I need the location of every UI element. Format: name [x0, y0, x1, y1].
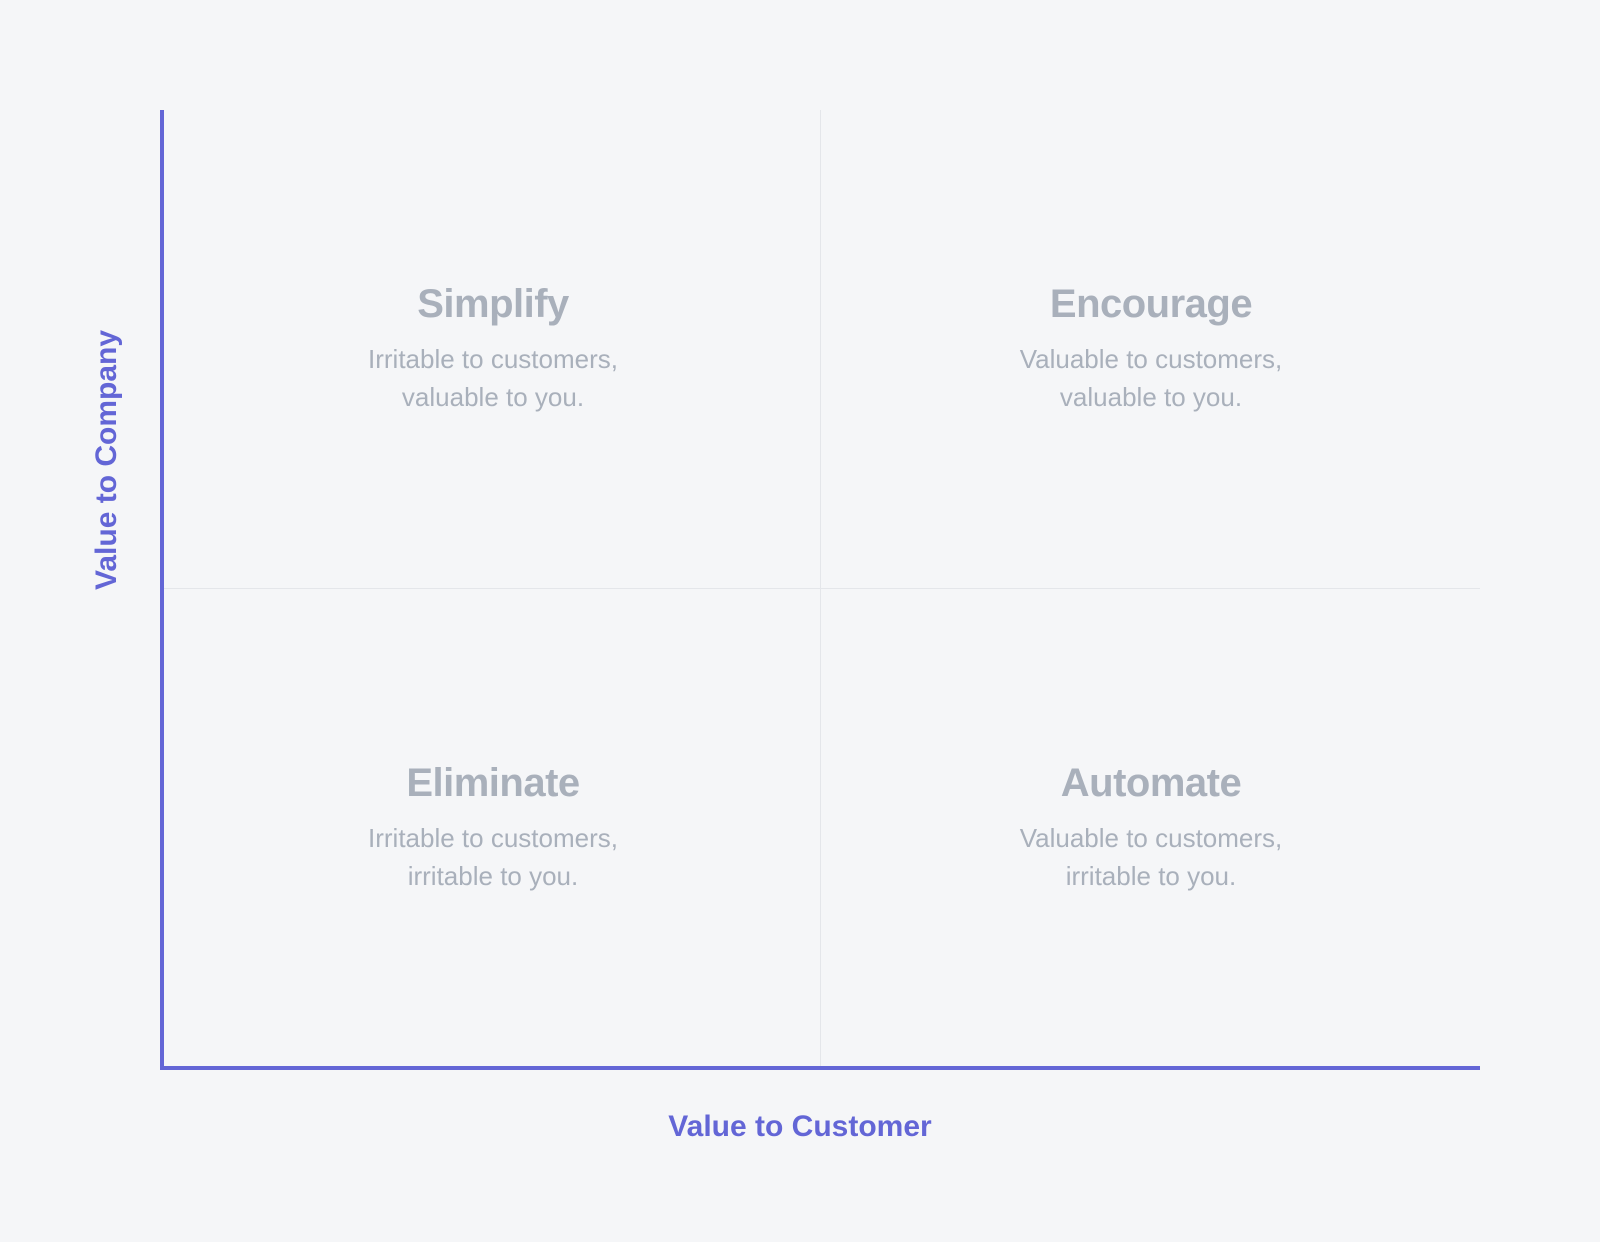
quadrant-subtitle: Irritable to customers, valuable to you.	[368, 341, 618, 416]
x-axis-label: Value to Customer	[0, 1110, 1600, 1144]
quadrant-automate: Automate Valuable to customers, irritabl…	[822, 590, 1480, 1066]
quadrant-title: Encourage	[1050, 282, 1252, 327]
quadrant-matrix: Simplify Irritable to customers, valuabl…	[160, 110, 1480, 1070]
horizontal-divider	[164, 588, 1480, 589]
quadrant-title: Eliminate	[406, 761, 579, 806]
quadrant-title: Simplify	[417, 282, 569, 327]
quadrant-subtitle: Valuable to customers, valuable to you.	[1020, 341, 1283, 416]
quadrant-eliminate: Eliminate Irritable to customers, irrita…	[164, 590, 822, 1066]
quadrant-simplify: Simplify Irritable to customers, valuabl…	[164, 110, 822, 588]
y-axis-label: Value to Company	[90, 330, 124, 590]
quadrant-subtitle: Valuable to customers, irritable to you.	[1020, 820, 1283, 895]
quadrant-encourage: Encourage Valuable to customers, valuabl…	[822, 110, 1480, 588]
x-axis-line	[160, 1066, 1480, 1070]
quadrant-title: Automate	[1061, 761, 1241, 806]
quadrant-subtitle: Irritable to customers, irritable to you…	[368, 820, 618, 895]
